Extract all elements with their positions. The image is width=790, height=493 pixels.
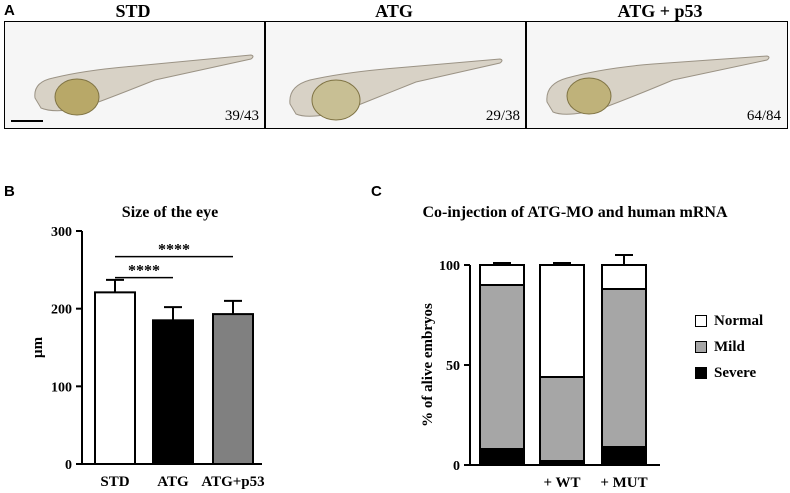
bar xyxy=(152,319,194,465)
bar-segment-normal xyxy=(539,264,585,378)
bar-segment-severe xyxy=(479,448,525,466)
coinjection-chart: 0 50 100 % of alive embryos + WT + MUT xyxy=(420,254,660,491)
embryo-photo-atg: 29/38 xyxy=(266,22,526,128)
bar-segment-severe xyxy=(601,446,647,466)
significance-label: **** xyxy=(128,263,160,280)
chart-c-title: Co-injection of ATG-MO and human mRNA xyxy=(422,204,728,221)
panel-a-letter: A xyxy=(4,2,15,19)
count-atg-p53: 64/84 xyxy=(746,108,781,124)
count-atg: 29/38 xyxy=(485,108,520,124)
bar xyxy=(94,291,136,465)
legend-label: Mild xyxy=(714,338,745,355)
x-tick-label: ATG xyxy=(157,474,189,490)
y-tick-label: 200 xyxy=(51,303,72,318)
condition-title-atg: ATG xyxy=(375,1,413,21)
embryo-photo-std: 39/43 xyxy=(5,22,265,128)
bar-segment-mild xyxy=(601,288,647,448)
y-tick-label: 0 xyxy=(453,459,460,474)
embryo-photo-atg-p53: 64/84 xyxy=(527,22,787,128)
count-std: 39/43 xyxy=(224,108,259,124)
embryo-std-image xyxy=(11,54,254,122)
legend-item: Normal xyxy=(695,308,763,334)
photo-divider xyxy=(264,22,266,128)
x-tick-label: STD xyxy=(100,474,129,490)
y-tick-label: 0 xyxy=(65,458,72,473)
x-tick-label: + WT xyxy=(543,475,580,491)
x-tick-label: ATG+p53 xyxy=(201,474,264,490)
embryo-photo-strip: 39/43 29/38 64/84 xyxy=(4,21,788,129)
y-axis-label: µm xyxy=(30,336,46,358)
significance-label: **** xyxy=(158,242,190,259)
condition-title-atg-p53: ATG + p53 xyxy=(617,1,703,21)
embryo-atg-p53-image xyxy=(546,55,770,115)
panel-b-letter: B xyxy=(4,183,15,200)
x-tick-label: + MUT xyxy=(600,475,647,491)
bar xyxy=(212,313,254,465)
y-tick-label: 300 xyxy=(51,225,72,240)
legend-item: Severe xyxy=(695,360,763,386)
bar-segment-normal xyxy=(601,264,647,290)
legend-item: Mild xyxy=(695,334,763,360)
bar-segment-normal xyxy=(479,264,525,286)
chart-c-legend: Normal Mild Severe xyxy=(695,308,763,386)
chart-b-title: Size of the eye xyxy=(121,204,219,221)
y-tick-label: 100 xyxy=(439,259,460,274)
legend-swatch-normal xyxy=(695,315,707,327)
bar-segment-mild xyxy=(539,376,585,462)
bar-segment-mild xyxy=(479,284,525,450)
legend-swatch-severe xyxy=(695,367,707,379)
condition-title-std: STD xyxy=(115,1,151,21)
legend-swatch-mild xyxy=(695,341,707,353)
y-tick-label: 50 xyxy=(446,359,460,374)
legend-label: Severe xyxy=(714,364,757,381)
embryo-atg-image xyxy=(289,58,503,121)
legend-label: Normal xyxy=(714,312,764,329)
panel-c-letter: C xyxy=(371,183,382,200)
eye-size-chart: 0 100 200 300 µm STD ATG ATG+p53 **** **** xyxy=(30,225,265,490)
photo-divider xyxy=(525,22,527,128)
y-axis-label: % of alive embryos xyxy=(420,303,436,427)
y-tick-label: 100 xyxy=(51,380,72,395)
